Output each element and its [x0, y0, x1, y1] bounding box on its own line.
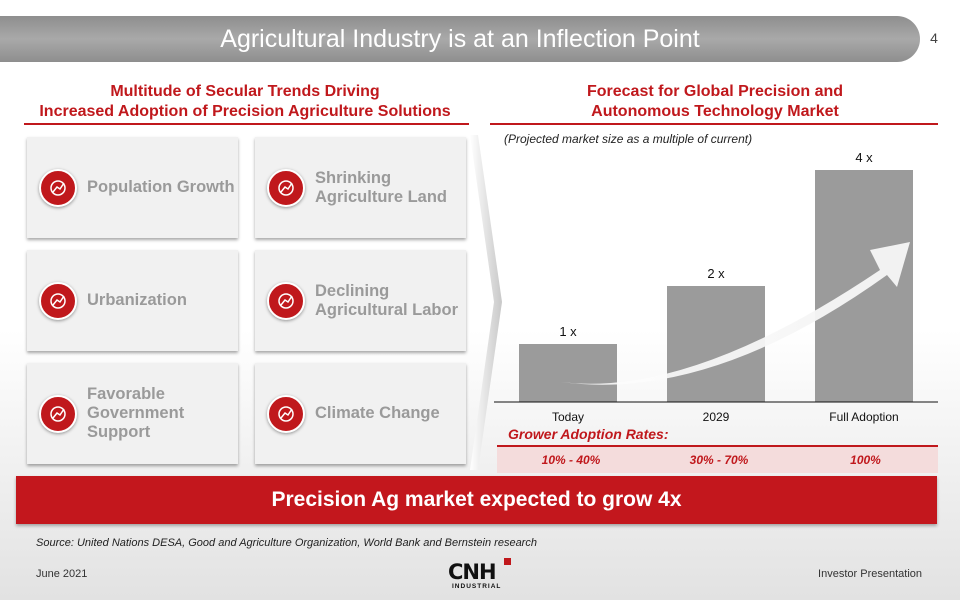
adoption-rate-full: 100%: [850, 453, 881, 467]
market-forecast-chart: 1 x Today 2 x 2029 4 x Full Adoption: [494, 150, 938, 424]
farm-worker-icon: [267, 281, 305, 320]
adoption-rates-title: Grower Adoption Rates:: [508, 426, 669, 442]
right-section-title: Forecast for Global Precision and Autono…: [490, 82, 940, 122]
trend-card-label: Favorable Government Support: [87, 385, 185, 441]
trend-card: Favorable Government Support: [27, 363, 238, 464]
page-number: 4: [930, 30, 938, 46]
page-title: Agricultural Industry is at an Inflectio…: [220, 25, 700, 53]
trend-card: Climate Change: [255, 363, 466, 464]
right-title-line2: Autonomous Technology Market: [591, 103, 839, 120]
trend-card: Population Growth: [27, 137, 238, 238]
category-label: Full Adoption: [829, 410, 898, 424]
right-title-line1: Forecast for Global Precision and: [586, 83, 844, 100]
title-bar: Agricultural Industry is at an Inflectio…: [0, 16, 920, 62]
globe-thermometer-icon: [267, 394, 305, 433]
adoption-rates-row: 10% - 40% 30% - 70% 100%: [497, 447, 938, 473]
right-divider: [490, 123, 938, 125]
left-title-line2: Increased Adoption of Precision Agricult…: [39, 103, 451, 120]
chevron-arrow-shape: [470, 135, 502, 470]
adoption-divider: [497, 445, 938, 447]
adoption-rate-today: 10% - 40%: [541, 453, 601, 467]
trend-card: Urbanization: [27, 250, 238, 351]
trend-card: Shrinking Agriculture Land: [255, 137, 466, 238]
footer-date: June 2021: [36, 568, 88, 580]
data-label: 1 x: [559, 324, 577, 339]
trend-card: Declining Agricultural Labor: [255, 250, 466, 351]
cnh-industrial-logo: CNH INDUSTRIAL: [446, 558, 512, 592]
left-divider: [24, 123, 469, 125]
bar-0: [519, 344, 617, 402]
government-building-icon: [39, 394, 77, 433]
growth-arrow: [561, 242, 910, 385]
left-title-line1: Multitude of Secular Trends Driving: [110, 83, 380, 100]
data-label: 2 x: [707, 266, 725, 281]
bar-1: [667, 286, 765, 402]
source-note: Source: United Nations DESA, Good and Ag…: [36, 537, 537, 549]
trend-card-label: Declining Agricultural Labor: [315, 281, 459, 319]
left-section-title: Multitude of Secular Trends Driving Incr…: [20, 82, 470, 122]
key-message-banner: Precision Ag market expected to grow 4x: [16, 476, 937, 524]
trend-card-label: Population Growth: [87, 178, 235, 196]
city-buildings-icon: [39, 281, 77, 320]
footer-right: Investor Presentation: [818, 568, 922, 580]
category-label: 2029: [703, 410, 730, 424]
data-label: 4 x: [855, 150, 873, 165]
adoption-rate-2029: 30% - 70%: [689, 453, 749, 467]
growth-chart-icon: [39, 168, 77, 207]
trend-card-label: Shrinking Agriculture Land: [315, 168, 448, 206]
trend-card-label: Urbanization: [87, 291, 187, 309]
trend-card-label: Climate Change: [315, 404, 440, 422]
sprout-icon: [267, 168, 305, 207]
chart-subtitle: (Projected market size as a multiple of …: [504, 132, 753, 146]
category-label: Today: [552, 410, 584, 424]
